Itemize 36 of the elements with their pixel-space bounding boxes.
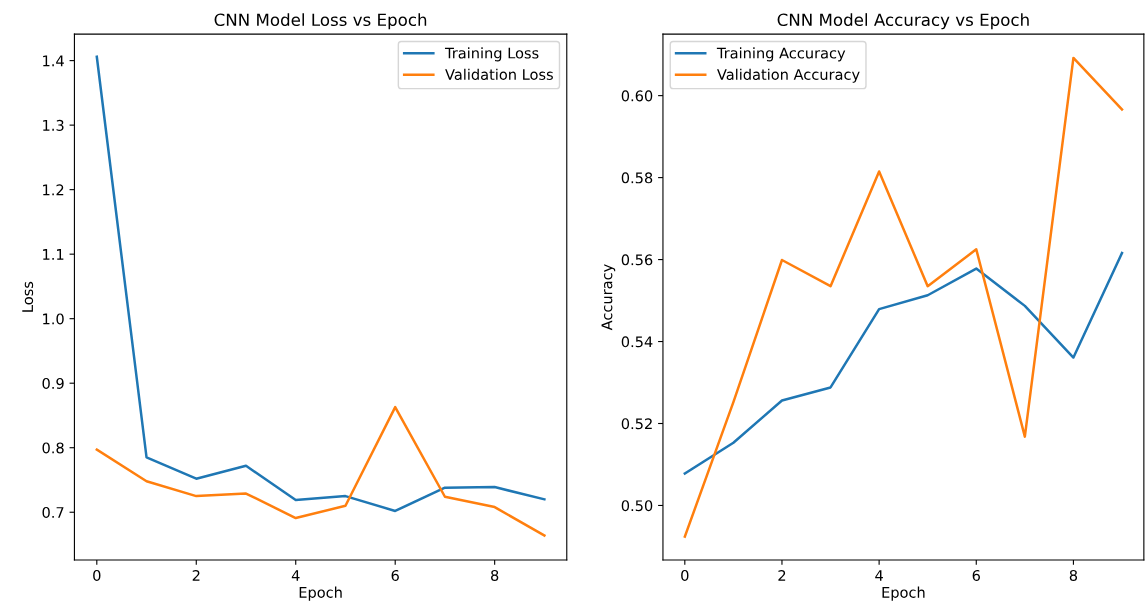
y-tick-label: 0.60 xyxy=(621,90,653,102)
line-series xyxy=(95,405,546,537)
y-tick-label: 0.54 xyxy=(621,336,653,348)
y-tick-label: 0.58 xyxy=(621,172,653,184)
y-tick-label: 0.9 xyxy=(42,377,64,389)
y-axis-title: Accuracy xyxy=(601,264,616,331)
legend-label: Validation Loss xyxy=(445,68,553,80)
y-tick-label: 1.3 xyxy=(43,119,64,131)
chart-title: CNN Model Accuracy vs Epoch xyxy=(777,13,1029,30)
y-tick-label: 0.50 xyxy=(621,500,653,512)
y-tick-label: 1.1 xyxy=(43,249,64,260)
x-tick-label: 4 xyxy=(291,570,300,581)
x-tick-label: 8 xyxy=(1069,569,1078,581)
y-tick-label: 0.52 xyxy=(621,418,652,430)
y-tick-label: 1.0 xyxy=(43,313,64,325)
y-axis-title: Loss xyxy=(22,281,34,312)
x-axis-title: Epoch xyxy=(882,586,925,601)
y-tick-label: 1.2 xyxy=(43,184,64,196)
x-tick-label: 4 xyxy=(875,570,883,581)
chart-title: CNN Model Loss vs Epoch xyxy=(214,13,427,30)
x-tick-label: 2 xyxy=(192,569,200,581)
x-tick-label: 0 xyxy=(93,569,101,581)
legend-label: Training Accuracy xyxy=(716,47,846,62)
line-series xyxy=(683,251,1124,475)
y-tick-label: 0.8 xyxy=(42,442,64,454)
x-tick-label: 2 xyxy=(778,569,786,581)
x-tick-label: 6 xyxy=(391,569,399,581)
legend-label: Validation Accuracy xyxy=(717,68,860,83)
legend-label: Training Loss xyxy=(444,47,539,62)
x-tick-label: 8 xyxy=(491,569,499,581)
x-tick-label: 6 xyxy=(972,569,980,581)
y-tick-label: 1.4 xyxy=(43,55,64,67)
x-tick-label: 0 xyxy=(681,569,689,581)
y-tick-label: 0.7 xyxy=(42,506,64,518)
x-axis-title: Epoch xyxy=(299,586,342,601)
y-tick-label: 0.56 xyxy=(621,254,653,266)
